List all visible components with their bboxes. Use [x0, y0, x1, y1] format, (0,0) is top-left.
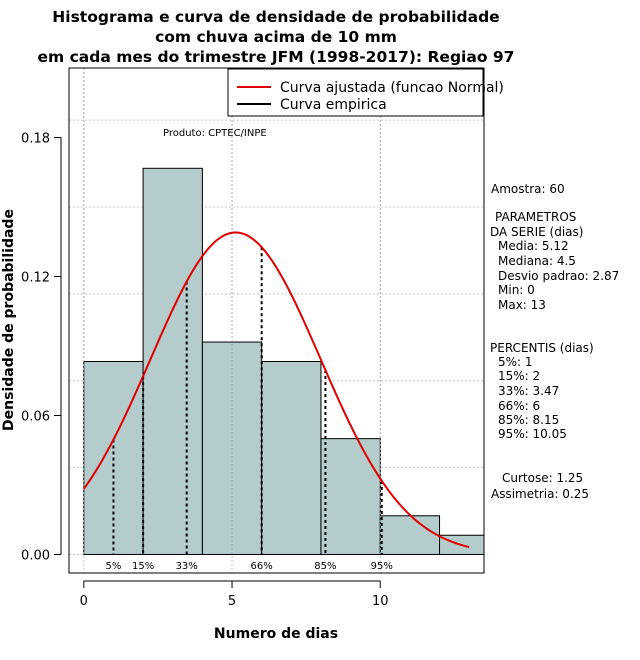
param-desvio: Desvio padrao: 2.87	[498, 269, 619, 283]
bar-3	[261, 361, 322, 555]
percentile-label-4: 85%	[314, 561, 336, 572]
params-header-1: PARAMETROS	[495, 210, 576, 224]
param-media: Media: 5.12	[498, 239, 569, 253]
percentil-15: 15%: 2	[498, 369, 540, 383]
percentile-label-3: 66%	[251, 561, 273, 572]
stats-panel: Amostra: 60 PARAMETROS DA SERIE (dias) M…	[490, 182, 619, 501]
y-axis-label: Densidade de probabilidade	[1, 209, 17, 431]
percentil-95: 95%: 10.05	[498, 427, 567, 441]
percentile-label-2: 33%	[176, 561, 198, 572]
assimetria: Assimetria: 0.25	[491, 487, 589, 501]
legend-box	[227, 68, 484, 117]
percentile-label-0: 5%	[106, 561, 122, 572]
percentil-66: 66%: 6	[498, 399, 540, 413]
x-tick-label-2: 10	[372, 594, 389, 609]
param-max: Max: 13	[498, 298, 546, 312]
chart-title-line-1: Histograma e curva de densidade de proba…	[52, 8, 499, 26]
x-axis-label: Numero de dias	[214, 626, 338, 642]
percentil-33: 33%: 3.47	[498, 384, 559, 398]
percentile-markers: 5% 15% 33% 66% 85% 95%	[106, 247, 393, 572]
x-tick-label-0: 0	[80, 594, 88, 609]
chart-title-line-2: com chuva acima de 10 mm	[155, 28, 397, 46]
y-tick-label-2: 0.12	[21, 270, 50, 285]
params-header-2: DA SERIE (dias)	[490, 225, 583, 239]
y-tick-label-1: 0.06	[21, 409, 50, 424]
curtose: Curtose: 1.25	[502, 471, 583, 485]
param-mediana: Mediana: 4.5	[498, 254, 576, 268]
percentil-85: 85%: 8.15	[498, 413, 559, 427]
bar-5	[379, 515, 441, 555]
chart-title-line-3: em cada mes do trimestre JFM (1998-2017)…	[38, 48, 515, 66]
legend-label-normal: Curva ajustada (funcao Normal)	[280, 80, 504, 96]
x-axis: 0 5 10	[80, 580, 389, 609]
bar-1	[142, 167, 203, 555]
y-axis: 0.00 0.06 0.12 0.18	[21, 131, 62, 563]
bar-4	[320, 438, 381, 555]
y-tick-label-3: 0.18	[21, 131, 50, 146]
percentile-label-5: 95%	[371, 561, 393, 572]
y-tick-label-0: 0.00	[21, 548, 50, 563]
x-tick-label-1: 5	[228, 594, 236, 609]
normal-fit-curve	[83, 231, 470, 549]
legend-label-empirical: Curva empirica	[280, 97, 387, 113]
plot-frame	[68, 67, 485, 574]
percentile-label-1: 15%	[132, 561, 154, 572]
percentil-5: 5%: 1	[498, 355, 533, 369]
legend: Curva ajustada (funcao Normal) Curva emp…	[227, 68, 504, 117]
sample-size: Amostra: 60	[491, 182, 565, 196]
percentis-header: PERCENTIS (dias)	[490, 341, 594, 355]
product-note: Produto: CPTEC/INPE	[163, 128, 267, 139]
param-min: Min: 0	[498, 283, 535, 297]
histogram-bars	[83, 68, 485, 555]
